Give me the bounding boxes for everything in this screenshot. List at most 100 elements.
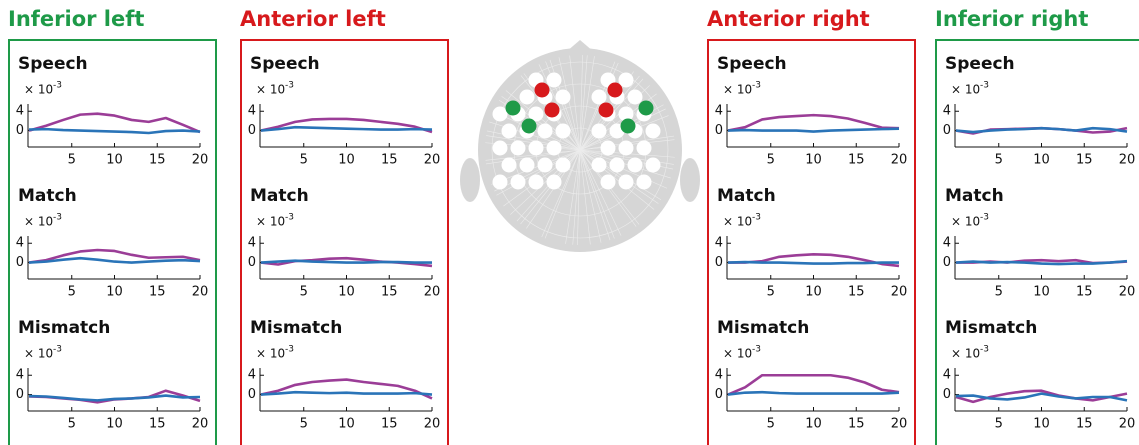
x-tick-label: 20 xyxy=(891,153,908,168)
y-tick-label: 4 xyxy=(16,368,24,383)
x-tick-label: 20 xyxy=(192,285,209,300)
y-multiplier: × 10 xyxy=(24,347,53,361)
electrode xyxy=(592,124,607,139)
x-tick-label: 10 xyxy=(805,153,822,168)
y-multiplier-exponent: -3 xyxy=(285,213,294,223)
y-tick-label: 4 xyxy=(248,368,256,383)
electrode xyxy=(592,90,607,105)
x-tick-label: 10 xyxy=(1033,417,1050,432)
series-line xyxy=(29,396,200,401)
chart-title: Match xyxy=(945,186,1004,206)
x-tick-label: 20 xyxy=(424,417,441,432)
x-tick-label: 5 xyxy=(68,285,76,300)
x-tick-label: 15 xyxy=(1076,153,1093,168)
x-tick-label: 15 xyxy=(848,417,865,432)
x-tick-label: 10 xyxy=(106,417,123,432)
x-tick-label: 15 xyxy=(149,153,166,168)
y-tick-label: 4 xyxy=(943,236,951,251)
series-line xyxy=(728,129,899,132)
electrode xyxy=(538,158,553,173)
y-multiplier: × 10 xyxy=(723,83,752,97)
page: Inferior leftSpeech× 10-3045101520Match×… xyxy=(0,0,1139,445)
y-multiplier-exponent: -3 xyxy=(285,345,294,355)
x-tick-label: 10 xyxy=(338,285,355,300)
group-title: Inferior left xyxy=(8,7,144,31)
electrode xyxy=(493,175,508,190)
y-tick-label: 0 xyxy=(715,123,723,138)
electrode xyxy=(529,141,544,156)
y-tick-label: 0 xyxy=(248,387,256,402)
selected-electrode xyxy=(506,101,521,116)
y-tick-label: 0 xyxy=(16,255,24,270)
x-tick-label: 10 xyxy=(106,153,123,168)
group-frame xyxy=(936,40,1139,445)
figure: Inferior leftSpeech× 10-3045101520Match×… xyxy=(0,0,1139,445)
electrode xyxy=(547,141,562,156)
y-multiplier: × 10 xyxy=(256,215,285,229)
x-tick-label: 10 xyxy=(106,285,123,300)
y-tick-label: 4 xyxy=(16,236,24,251)
electrode xyxy=(610,158,625,173)
series-line xyxy=(261,261,432,263)
electrode xyxy=(601,175,616,190)
x-tick-label: 5 xyxy=(767,417,775,432)
y-tick-label: 4 xyxy=(943,368,951,383)
electrode xyxy=(646,158,661,173)
x-tick-label: 15 xyxy=(1076,285,1093,300)
x-tick-label: 5 xyxy=(995,417,1003,432)
series-line xyxy=(728,262,899,263)
electrode xyxy=(592,158,607,173)
x-tick-label: 10 xyxy=(338,417,355,432)
x-tick-label: 10 xyxy=(805,285,822,300)
x-tick-label: 10 xyxy=(805,417,822,432)
electrode xyxy=(637,141,652,156)
electrode xyxy=(502,124,517,139)
y-tick-label: 4 xyxy=(248,104,256,119)
electrode-map xyxy=(460,40,700,252)
x-tick-label: 15 xyxy=(149,417,166,432)
electrode xyxy=(646,124,661,139)
y-tick-label: 4 xyxy=(715,104,723,119)
x-tick-label: 5 xyxy=(300,153,308,168)
y-tick-label: 0 xyxy=(943,123,951,138)
chart-title: Mismatch xyxy=(18,318,110,338)
series-line xyxy=(29,129,200,133)
electrode xyxy=(547,175,562,190)
x-tick-label: 5 xyxy=(68,153,76,168)
selected-electrode xyxy=(621,119,636,134)
x-tick-label: 20 xyxy=(424,153,441,168)
chart-title: Match xyxy=(250,186,309,206)
chart-title: Speech xyxy=(18,54,88,74)
y-tick-label: 4 xyxy=(943,104,951,119)
y-multiplier: × 10 xyxy=(951,215,980,229)
x-tick-label: 10 xyxy=(1033,153,1050,168)
electrode xyxy=(493,141,508,156)
electrode xyxy=(511,141,526,156)
chart-title: Speech xyxy=(717,54,787,74)
y-tick-label: 4 xyxy=(715,236,723,251)
x-tick-label: 20 xyxy=(1119,285,1136,300)
x-tick-label: 15 xyxy=(381,153,398,168)
group-title: Anterior left xyxy=(240,7,386,31)
y-multiplier-exponent: -3 xyxy=(53,213,62,223)
group-title: Anterior right xyxy=(707,7,870,31)
y-multiplier-exponent: -3 xyxy=(53,81,62,91)
y-tick-label: 0 xyxy=(943,255,951,270)
y-multiplier: × 10 xyxy=(256,83,285,97)
y-tick-label: 0 xyxy=(16,123,24,138)
chart-title: Mismatch xyxy=(250,318,342,338)
x-tick-label: 20 xyxy=(891,285,908,300)
y-multiplier: × 10 xyxy=(24,215,53,229)
y-multiplier-exponent: -3 xyxy=(752,345,761,355)
y-multiplier-exponent: -3 xyxy=(980,345,989,355)
electrode xyxy=(547,73,562,88)
series-line xyxy=(261,392,432,394)
group-frame xyxy=(241,40,448,445)
x-tick-label: 10 xyxy=(338,153,355,168)
y-multiplier-exponent: -3 xyxy=(285,81,294,91)
series-line xyxy=(261,127,432,130)
chart-title: Match xyxy=(18,186,77,206)
chart-title: Speech xyxy=(250,54,320,74)
y-multiplier-exponent: -3 xyxy=(752,213,761,223)
electrode xyxy=(520,90,535,105)
